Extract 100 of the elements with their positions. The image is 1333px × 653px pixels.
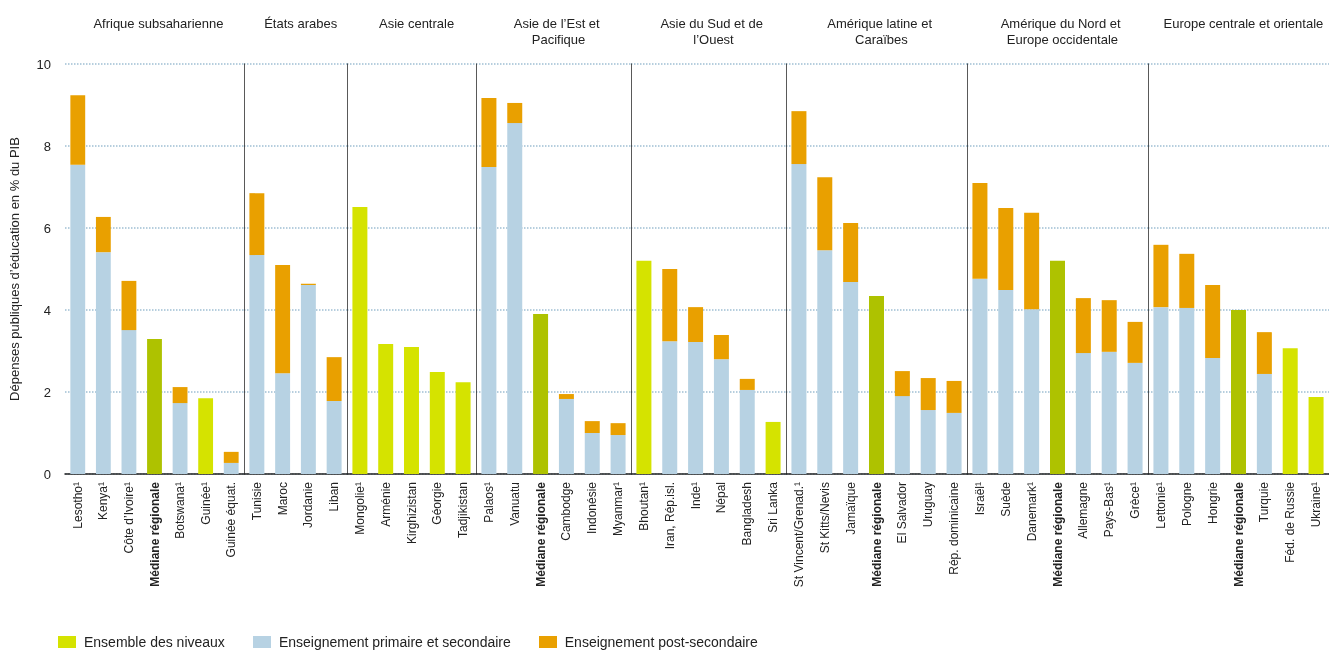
- x-tick-label: Myanmar¹: [611, 482, 626, 537]
- bar: [430, 371, 445, 474]
- x-tick-label: Lettonie¹: [1154, 482, 1169, 529]
- bar: [1282, 348, 1298, 474]
- bar: [636, 260, 652, 474]
- bar: [972, 182, 988, 279]
- bar: [300, 284, 316, 474]
- y-tick-label: 8: [43, 138, 51, 154]
- bar: [352, 207, 368, 474]
- x-tick-label: Sri Lanka: [766, 481, 781, 533]
- legend-label: Enseignement post-secondaire: [564, 634, 758, 650]
- x-tick-label: Tunisie: [249, 481, 264, 521]
- bar: [507, 123, 523, 474]
- bar: [662, 269, 678, 342]
- x-tick-label: Suède: [999, 481, 1014, 517]
- bar: [946, 380, 962, 413]
- x-tick-label: Palaos¹: [482, 482, 497, 523]
- bar: [662, 341, 678, 474]
- bar: [585, 421, 601, 433]
- bar: [1127, 321, 1143, 363]
- bar: [1153, 307, 1169, 474]
- bar: [972, 278, 988, 474]
- y-tick-label: 4: [43, 302, 51, 318]
- x-tick-label: Médiane régionale: [1050, 481, 1065, 587]
- bar: [1205, 357, 1221, 474]
- chart-title: Europe centrale et orientale: [1163, 15, 1324, 31]
- legend-label: Ensemble des niveaux: [84, 634, 225, 650]
- bar: [1050, 260, 1066, 474]
- bar: [121, 280, 137, 331]
- bar: [70, 95, 86, 165]
- x-tick-label: Allemagne: [1076, 481, 1091, 539]
- x-tick-label: Uruguay: [921, 482, 936, 528]
- bar: [817, 250, 833, 474]
- legend-label: Enseignement primaire et secondaire: [278, 634, 511, 650]
- bar: [378, 344, 394, 474]
- x-tick-label: Grèce¹: [1128, 482, 1143, 519]
- x-tick-label: Hongrie: [1205, 481, 1220, 525]
- x-tick-label: Mongolie¹: [353, 482, 368, 535]
- bar: [147, 339, 162, 474]
- bar: [121, 330, 137, 474]
- bar: [326, 357, 342, 402]
- x-tick-label: Kenya¹: [96, 482, 111, 521]
- bar: [740, 378, 756, 390]
- bar: [1257, 332, 1272, 374]
- bar: [843, 223, 859, 283]
- x-tick-label: Guinée équat.: [224, 482, 239, 558]
- x-tick-label: Tadjikistan: [456, 482, 471, 539]
- x-tick-label: Jamaïque: [844, 481, 859, 535]
- x-tick-label: Médiane régionale: [1231, 481, 1246, 587]
- bar: [740, 389, 756, 474]
- bar: [585, 433, 601, 474]
- bar: [275, 264, 290, 374]
- x-tick-label: Israël¹: [973, 482, 988, 516]
- x-tick-label: Cambodge: [559, 481, 574, 541]
- x-tick-label: Iran, Rép.isl.: [663, 482, 678, 550]
- bar: [714, 335, 730, 360]
- bar: [507, 102, 523, 124]
- x-tick-label: Népal: [714, 482, 729, 514]
- x-tick-label: Bangladesh: [740, 482, 755, 546]
- bar: [1024, 212, 1040, 310]
- bar: [895, 371, 911, 397]
- bar: [610, 435, 626, 474]
- bar: [869, 296, 885, 474]
- bar: [559, 394, 575, 399]
- bar: [1024, 309, 1040, 474]
- bar: [1179, 307, 1195, 474]
- bar: [198, 398, 214, 474]
- y-tick-label: 0: [43, 466, 51, 482]
- bar: [1231, 310, 1247, 474]
- bar: [998, 289, 1014, 474]
- chart-title: Asie du Sud et de l’Ouest: [660, 15, 768, 47]
- bar: [404, 346, 420, 474]
- bar: [455, 382, 471, 474]
- x-tick-label: Guinée¹: [198, 482, 213, 525]
- x-tick-label: Géorgie: [430, 481, 445, 525]
- x-tick-label: Arménie: [378, 481, 393, 527]
- x-tick-label: Turquie: [1257, 481, 1272, 523]
- x-tick-label: Médiane régionale: [533, 481, 548, 587]
- bar: [1127, 362, 1143, 474]
- bar: [791, 164, 807, 474]
- y-axis-title: Dépenses publiques d’éducation en % du PIB: [7, 137, 22, 401]
- bar: [249, 255, 265, 474]
- bar: [326, 401, 342, 474]
- bar: [1102, 351, 1117, 474]
- x-tick-label: Botswana¹: [173, 482, 188, 539]
- bar: [223, 451, 239, 463]
- bar: [688, 307, 704, 342]
- bar: [921, 410, 937, 474]
- x-tick-label: Lesotho¹: [70, 482, 85, 529]
- bar: [481, 166, 497, 474]
- bar: [95, 216, 111, 253]
- y-tick-label: 10: [36, 56, 51, 72]
- x-tick-label: Jordanie: [301, 481, 316, 529]
- x-tick-label: Danemark¹: [1024, 482, 1039, 542]
- x-tick-label: Rép. dominicaine: [947, 481, 962, 575]
- y-tick-label: 6: [43, 220, 51, 236]
- bar: [791, 111, 807, 165]
- bar: [559, 398, 575, 474]
- x-tick-label: Indonésie: [585, 481, 600, 535]
- bar: [817, 177, 833, 251]
